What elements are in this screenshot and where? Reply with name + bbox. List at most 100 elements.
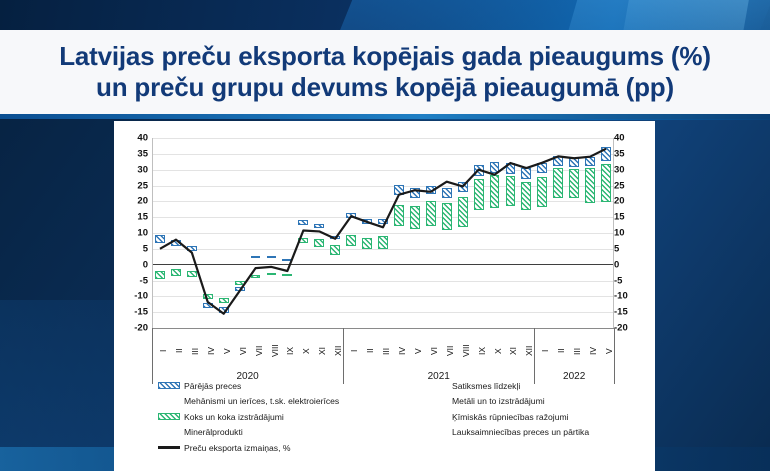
bar-segment	[585, 166, 595, 168]
x-tick-label: XI	[508, 346, 519, 356]
legend-column-1: Pārējās preces Mehānismi un ierīces, t.sk…	[158, 378, 426, 456]
bar-segment	[170, 269, 181, 276]
bar-segment	[457, 196, 468, 227]
bar-segment	[425, 185, 436, 195]
bar-segment	[362, 252, 372, 254]
x-tick-label: VIII	[460, 344, 471, 358]
x-tick-label: V	[221, 348, 232, 354]
bar-segment	[585, 203, 595, 227]
y-tick-right-20: 20	[614, 195, 625, 207]
x-axis-year-label: 2021	[427, 371, 450, 382]
bar-segment	[234, 287, 245, 291]
slide-title-line1: Latvijas preču eksporta kopējais gada pi…	[59, 41, 711, 71]
bar-segment	[537, 207, 547, 230]
bar-segment	[474, 249, 484, 265]
bar-segment	[378, 255, 388, 260]
legend-item[interactable]: Ķīmiskās rūpniecības ražojumi	[426, 409, 648, 425]
bar-group	[441, 138, 452, 328]
bar-segment	[601, 163, 611, 203]
legend-item[interactable]: Preču eksporta izmaiņas, %	[158, 440, 426, 456]
bar-segment	[521, 230, 531, 233]
legend-item[interactable]: Satiksmes līdzekļi	[426, 378, 648, 394]
bar-segment	[426, 226, 436, 233]
bar-segment	[506, 206, 516, 225]
y-tick-left-25: 25	[137, 180, 148, 191]
bar-group	[505, 138, 516, 328]
bar-segment	[490, 265, 500, 278]
bar-segment	[490, 230, 500, 250]
bar-segment	[458, 256, 468, 265]
bar-group	[457, 138, 468, 328]
bar-segment	[409, 188, 420, 198]
bar-segment	[521, 179, 531, 182]
bar-segment	[553, 166, 563, 169]
bar-segment	[282, 274, 293, 277]
bar-segment	[537, 258, 547, 265]
x-tick-label: IV	[588, 346, 599, 356]
y-tick-right--10: -10	[614, 290, 628, 302]
y-tick-right--5: -5	[614, 275, 623, 286]
x-tick-label: VI	[237, 346, 248, 356]
bar-segment	[601, 161, 611, 164]
bar-segment	[426, 248, 436, 258]
bar-group	[234, 138, 245, 328]
bar-group	[553, 138, 564, 328]
legend-item-label: Minerālprodukti	[184, 427, 243, 438]
y-axis-left: 40 35 30 25 20 15 10 5 0 -5 -10 -15 -20	[118, 133, 148, 334]
bar-group	[393, 138, 404, 328]
x-tick-label: III	[380, 347, 391, 355]
bar-segment	[186, 271, 197, 278]
bar-segment	[378, 219, 388, 225]
bar-segment	[250, 274, 261, 278]
y-tick-left-30: 30	[137, 164, 148, 176]
bar-group	[585, 138, 596, 328]
bar-segment	[346, 235, 357, 246]
bar-segment	[298, 247, 308, 264]
legend-item[interactable]: Pārējās preces	[158, 378, 426, 394]
bar-segment	[521, 259, 531, 265]
bar-segment	[409, 206, 420, 229]
bar-segment	[474, 210, 484, 224]
bar-group	[314, 138, 325, 328]
bar-segment	[569, 235, 579, 245]
legend-item[interactable]: Koks un koka izstrādājumi	[158, 409, 426, 425]
bar-segment	[346, 252, 356, 257]
bar-segment	[490, 208, 500, 226]
bar-segment	[506, 246, 516, 259]
bar-segment	[410, 229, 420, 235]
bar-segment	[569, 167, 579, 169]
bar-group	[521, 138, 532, 328]
bar-segment	[362, 237, 372, 249]
bar-segment	[330, 235, 341, 239]
bar-segment	[394, 260, 404, 265]
legend-item-label: Preču eksporta izmaiņas, %	[184, 442, 291, 453]
bar-group	[409, 138, 420, 328]
bar-segment	[378, 260, 388, 264]
y-tick-left--15: -15	[134, 306, 148, 318]
bar-segment	[170, 239, 181, 247]
bar-segment	[314, 269, 324, 272]
bar-segment	[314, 228, 324, 239]
bar-segment	[458, 240, 468, 256]
legend-item[interactable]: Metāli un to izstrādājumi	[426, 394, 648, 410]
bar-segment	[537, 230, 547, 234]
legend-item[interactable]: Mehānismi un ierīces, t.sk. elektroierīc…	[158, 394, 426, 410]
slide-title-band: Latvijas preču eksporta kopējais gada pi…	[0, 30, 770, 114]
bar-segment	[537, 176, 548, 208]
bar-segment	[394, 234, 404, 249]
x-tick-label: VII	[444, 345, 455, 357]
bar-segment	[187, 256, 197, 257]
bar-group	[170, 138, 181, 328]
x-tick-label: II	[173, 348, 184, 354]
bar-segment	[521, 248, 531, 259]
bar-segment	[506, 259, 516, 265]
bar-segment	[442, 241, 452, 255]
x-axis-year-separator	[614, 328, 615, 384]
bar-segment	[474, 265, 484, 273]
bar-segment	[473, 164, 484, 176]
legend-item[interactable]: Lauksaimniecības preces un pārtika	[426, 425, 648, 441]
bar-segment	[171, 257, 181, 265]
bar-group	[186, 138, 197, 328]
bar-segment	[219, 269, 229, 283]
legend-item[interactable]: Minerālprodukti	[158, 425, 426, 441]
